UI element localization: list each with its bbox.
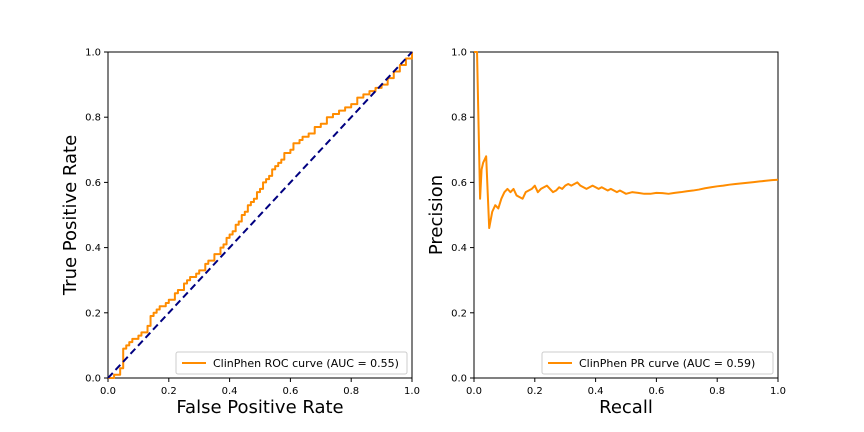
- roc-x-tick-label: 1.0: [404, 386, 420, 397]
- pr-x-tick-label: 1.0: [770, 386, 786, 397]
- roc-x-tick-label: 0.8: [343, 386, 359, 397]
- roc-y-tick-label: 0.2: [85, 308, 101, 319]
- roc-y-tick-label: 1.0: [85, 48, 101, 59]
- pr-x-axis-label: Recall: [599, 397, 653, 418]
- roc-x-tick-label: 0.4: [222, 386, 238, 397]
- pr-y-axis-label: Precision: [426, 175, 447, 255]
- roc-y-ticks: 0.0 0.2 0.4 0.6 0.8 1.0: [85, 48, 108, 385]
- pr-legend: ClinPhen PR curve (AUC = 0.59): [541, 351, 774, 375]
- pr-series: [474, 51, 779, 230]
- pr-curve: [474, 51, 779, 230]
- pr-plot-area: [473, 51, 779, 379]
- pr-x-tick-label: 0.0: [466, 386, 482, 397]
- pr-x-ticks: 0.0 0.2 0.4 0.6 0.8 1.0: [466, 378, 786, 397]
- pr-y-tick-label: 0.2: [451, 308, 467, 319]
- pr-x-tick-label: 0.8: [709, 386, 725, 397]
- pr-y-tick-label: 1.0: [451, 48, 467, 59]
- pr-x-tick-label: 0.6: [648, 386, 664, 397]
- roc-y-tick-label: 0.6: [85, 178, 101, 189]
- pr-x-tick-label: 0.4: [588, 386, 604, 397]
- roc-x-tick-label: 0.0: [100, 386, 116, 397]
- pr-x-tick-label: 0.2: [527, 386, 543, 397]
- pr-y-ticks: 0.0 0.2 0.4 0.6 0.8 1.0: [451, 48, 474, 385]
- roc-plot-area: [107, 51, 413, 379]
- pr-y-tick-label: 0.0: [451, 374, 467, 385]
- pr-legend-box: [541, 351, 774, 375]
- roc-x-ticks: 0.0 0.2 0.4 0.6 0.8 1.0: [100, 378, 420, 397]
- roc-legend-label: ClinPhen ROC curve (AUC = 0.55): [213, 357, 399, 370]
- roc-x-tick-label: 0.6: [282, 386, 298, 397]
- pr-y-tick-label: 0.4: [451, 243, 467, 254]
- pr-y-tick-label: 0.6: [451, 178, 467, 189]
- roc-curve: [108, 52, 413, 379]
- pr-chart: 0.0 0.2 0.4 0.6 0.8 1.0 0.0 0.2 0.4 0.6 0.8 1.0 Re…: [426, 48, 786, 419]
- roc-y-tick-label: 0.0: [85, 374, 101, 385]
- roc-series: [107, 51, 413, 379]
- roc-chart: 0.0 0.2 0.4 0.6 0.8 1.0 0.0 0.2 0.4 0.6 0.8 1.0 Fa…: [60, 48, 420, 419]
- pr-y-tick-label: 0.8: [451, 113, 467, 124]
- roc-legend-box: [175, 351, 408, 375]
- roc-x-tick-label: 0.2: [161, 386, 177, 397]
- roc-y-axis-label: True Positive Rate: [60, 135, 81, 296]
- roc-y-tick-label: 0.4: [85, 243, 101, 254]
- roc-chance-line: [107, 51, 413, 379]
- pr-legend-label: ClinPhen PR curve (AUC = 0.59): [579, 357, 755, 370]
- roc-y-tick-label: 0.8: [85, 113, 101, 124]
- roc-legend: ClinPhen ROC curve (AUC = 0.55): [175, 351, 408, 375]
- roc-x-axis-label: False Positive Rate: [176, 397, 343, 418]
